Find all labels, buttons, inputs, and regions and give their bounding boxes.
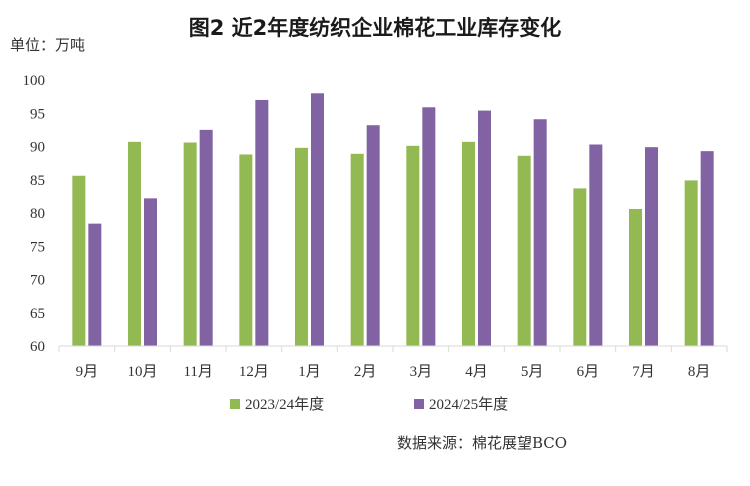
- bar-series2-1: [88, 223, 102, 346]
- y-tick-label: 65: [30, 306, 45, 322]
- x-tick-label: 3月: [410, 364, 433, 380]
- bar-series2-7: [422, 107, 436, 346]
- bar-series1-2: [128, 141, 141, 346]
- bar-series1-8: [462, 141, 475, 346]
- bar-series2-3: [199, 129, 213, 346]
- bar-series1-4: [239, 154, 253, 346]
- bar-series1-3: [183, 142, 197, 346]
- x-tick-label: 10月: [127, 364, 157, 380]
- bar-series1-12: [684, 180, 698, 346]
- bar-series2-12: [700, 151, 714, 346]
- bar-series1-11: [629, 209, 642, 346]
- bar-series2-6: [366, 125, 380, 346]
- bar-series2-5: [311, 93, 324, 346]
- chart-title: 图2 近2年度纺织企业棉花工业库存变化: [188, 16, 562, 40]
- bar-series1-5: [295, 147, 308, 346]
- bar-series1-9: [517, 155, 531, 346]
- unit-label: 单位：万吨: [10, 36, 86, 54]
- y-tick-label: 80: [30, 206, 45, 222]
- legend-label-1: 2023/24年度: [245, 396, 324, 413]
- bar-series2-10: [589, 144, 603, 346]
- legend-swatch-2: [414, 399, 424, 409]
- x-tick-label: 11月: [183, 364, 212, 380]
- y-tick-label: 75: [30, 239, 45, 255]
- x-tick-label: 4月: [465, 364, 488, 380]
- bar-series1-7: [406, 145, 420, 346]
- source-note: 数据来源：棉花展望BCO: [397, 434, 568, 452]
- x-tick-label: 1月: [298, 364, 321, 380]
- bar-series2-9: [533, 119, 547, 346]
- y-tick-label: 100: [23, 73, 46, 89]
- legend-swatch-1: [230, 399, 240, 409]
- y-tick-label: 85: [30, 173, 45, 189]
- x-tick-label: 12月: [239, 364, 269, 380]
- bar-series2-11: [645, 147, 658, 346]
- x-tick-label: 7月: [632, 364, 655, 380]
- bar-series2-2: [144, 198, 157, 346]
- legend-label-2: 2024/25年度: [429, 396, 508, 413]
- x-tick-label: 5月: [521, 364, 544, 380]
- bar-series1-6: [350, 153, 364, 346]
- bar-series1-1: [72, 175, 86, 346]
- y-tick-label: 95: [30, 106, 45, 122]
- y-tick-label: 60: [30, 339, 45, 355]
- y-tick-label: 70: [30, 273, 45, 289]
- bar-series2-4: [255, 99, 269, 346]
- bar-series2-8: [478, 110, 491, 346]
- x-tick-label: 9月: [76, 364, 99, 380]
- bar-series1-10: [573, 188, 587, 346]
- y-tick-label: 90: [30, 140, 45, 156]
- x-tick-label: 2月: [354, 364, 377, 380]
- x-tick-label: 8月: [688, 364, 711, 380]
- x-tick-label: 6月: [577, 364, 600, 380]
